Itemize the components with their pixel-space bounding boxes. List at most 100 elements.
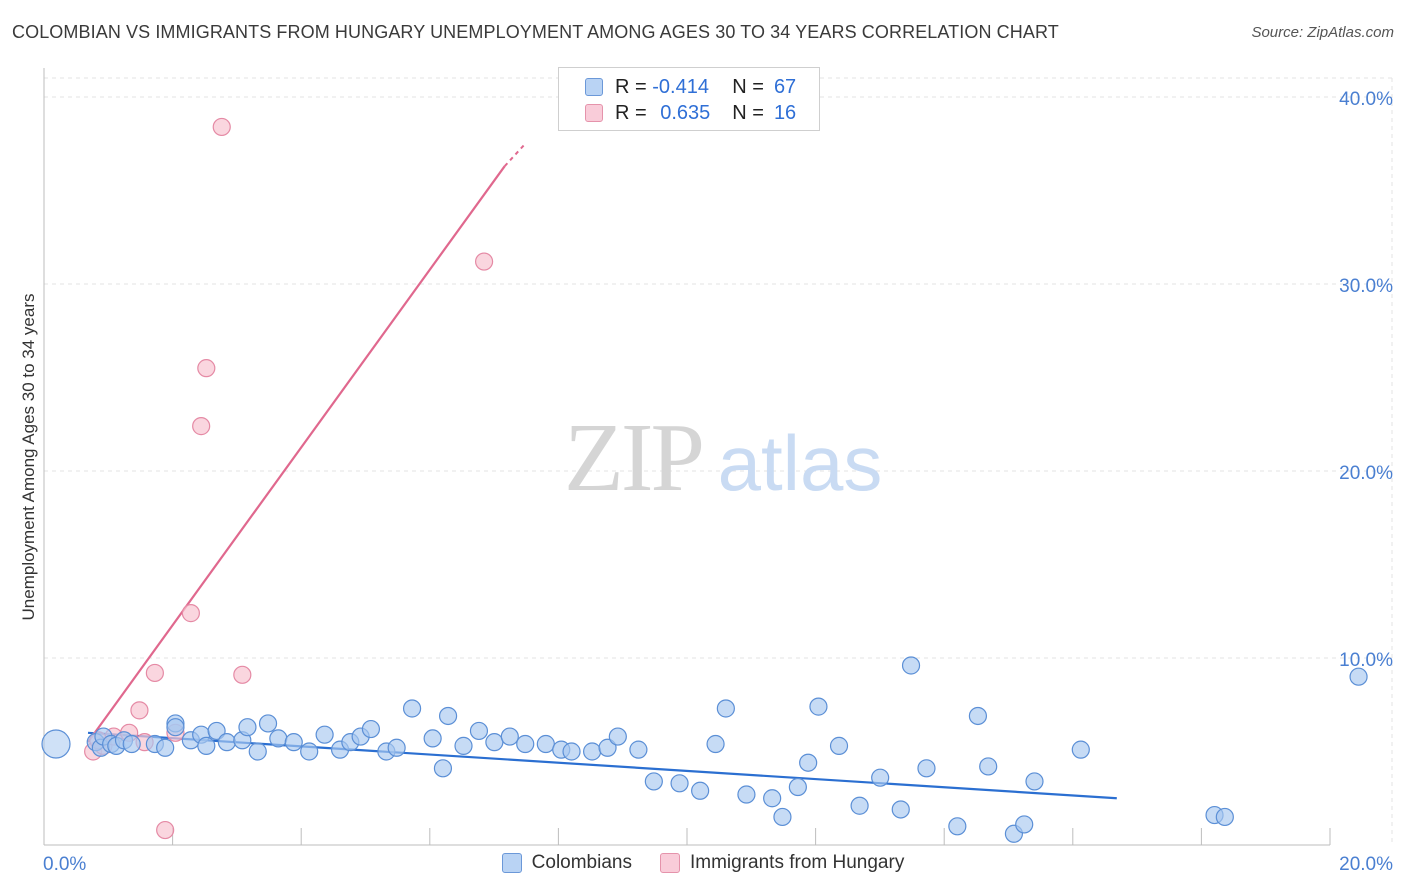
series-legend: Colombians Immigrants from Hungary [0,852,1406,874]
legend-label-hungary: Immigrants from Hungary [689,852,905,873]
colombian-point [1015,815,1034,834]
colombian-point [122,734,141,754]
correlation-legend: R = -0.414 N = 67 R = 0.635 N = 16 [558,67,820,131]
colombian-point [948,817,967,836]
colombian-point [485,733,504,752]
hungary-trend-line [87,165,506,743]
colombian-point [500,727,519,746]
colombian-point [1349,667,1368,686]
colombian-point [269,729,288,748]
hungary-point [474,252,494,271]
colombian-point [387,738,406,757]
tick-labels: 10.0% 20.0% 30.0% 40.0% 0.0% 20.0% [43,89,1393,875]
colombian-point [207,721,226,741]
hungary-point [156,820,175,840]
colombian-point [809,697,828,716]
colombian-point [156,738,175,757]
legend-label-colombians: Colombians [531,852,632,873]
colombian-point [706,734,725,754]
colombian-point [608,727,627,746]
colombian-point [799,753,818,772]
colombian-point [583,742,602,761]
swatch-blue [501,853,522,873]
legend-n-label: N = [732,101,764,124]
colombian-point [361,719,381,739]
hungary-point [212,117,231,137]
y-axis-label: Unemployment Among Ages 30 to 34 years [19,294,38,621]
colombian-point [917,759,936,778]
colombian-point [891,800,910,819]
x-tick-label: 20.0% [1339,854,1393,875]
legend-row-hungary: R = 0.635 N = 16 [585,101,796,125]
colombian-point [433,759,453,778]
colombian-point [258,714,278,733]
colombian-point [788,777,807,797]
colombian-point [238,718,257,737]
legend-n-label: N = [732,75,764,98]
y-tick-label: 40.0% [1339,89,1393,110]
colombian-point [1215,807,1234,827]
colombian-point [315,725,334,744]
colombian-point [454,736,473,755]
colombian-point [1071,740,1090,759]
colombian-point [423,729,442,748]
hungary-point [233,665,252,684]
colombian-point [516,734,535,754]
colombian-point [670,774,689,793]
hungary-point [197,359,216,378]
colombian-point [691,781,710,800]
colombian-point [829,736,849,755]
colombian-point [763,789,782,808]
hungary-point [130,701,149,720]
y-tick-label: 20.0% [1339,463,1393,484]
legend-n-value: 67 [773,75,797,98]
watermark: ZIP atlas [564,404,882,512]
colombian-point [871,768,890,787]
legend-swatch-pink [585,104,603,122]
axes [43,68,1331,846]
colombian-point [469,721,489,741]
colombian-point [716,699,735,718]
colombian-point [197,736,216,755]
colombian-point [402,699,422,718]
legend-r-label: R = [615,101,647,124]
colombian-point [166,718,185,737]
watermark-zip: ZIP [564,404,702,512]
hungary-point [181,604,200,623]
colombian-point [300,742,319,761]
colombian-points [41,656,1368,843]
colombian-point [644,772,663,791]
colombian-point [562,742,581,761]
legend-row-colombians: R = -0.414 N = 67 [585,75,796,99]
y-tick-label: 30.0% [1339,276,1393,297]
colombian-point [1025,772,1044,791]
colombian-point [248,742,267,761]
swatch-pink [659,853,680,873]
chart-title: COLOMBIAN VS IMMIGRANTS FROM HUNGARY UNE… [12,22,1059,42]
legend-item-colombians[interactable]: Colombians [501,852,632,874]
colombian-point [629,740,648,759]
colombian-point [968,706,988,726]
legend-item-hungary[interactable]: Immigrants from Hungary [659,852,905,874]
colombian-cluster-point [41,729,71,759]
colombian-point [284,733,303,752]
legend-r-value: -0.414 [652,75,709,98]
colombian-point [598,738,617,757]
hungary-trend-extension [503,143,526,167]
colombian-point [901,656,921,675]
legend-r-value: 0.635 [660,101,711,124]
hungary-point [145,663,164,683]
colombian-point [536,734,555,754]
legend-n-value: 16 [773,101,797,124]
colombian-point [217,733,236,752]
legend-swatch-blue [585,78,603,96]
colombian-point [438,706,458,726]
colombian-point [979,757,998,776]
colombian-point [850,796,869,815]
hungary-point [192,417,211,436]
y-tick-label: 10.0% [1339,650,1393,671]
colombian-point [773,807,792,827]
legend-r-label: R = [615,75,647,98]
colombian-point [737,785,756,804]
